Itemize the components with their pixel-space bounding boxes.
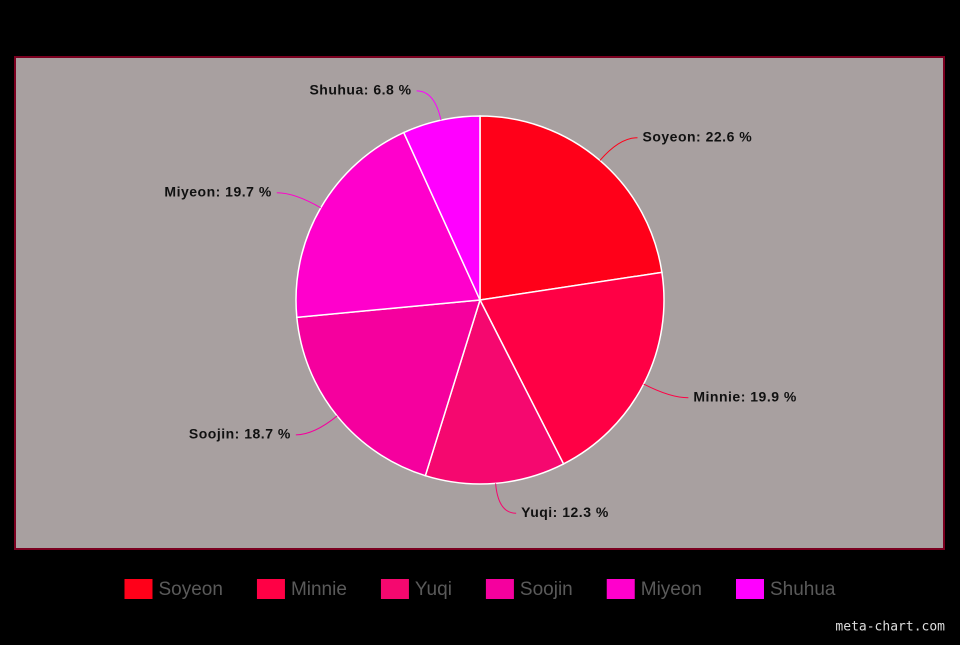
- leader-line: [643, 383, 689, 399]
- legend-label: Soojin: [520, 579, 573, 600]
- watermark: meta-chart.com: [835, 620, 945, 635]
- legend-label: Soyeon: [158, 579, 222, 600]
- pie-slice: [402, 115, 481, 301]
- legend-swatch: [606, 579, 635, 599]
- data-label: Soojin: 18.7 %: [189, 426, 291, 442]
- data-labels: Soyeon: 22.6 % Minnie: 19.9 % Yuqi: 12.3 %…: [164, 82, 796, 520]
- data-label: Soyeon: 22.6 %: [642, 128, 752, 144]
- legend: Soyeon Minnie Yuqi Soojin Miyeon Shuhua: [124, 579, 836, 600]
- data-label: Yuqi: 12.3 %: [521, 504, 609, 520]
- leader-line: [599, 137, 638, 161]
- legend-swatch: [124, 579, 153, 599]
- leader-line: [276, 192, 321, 209]
- leader-line: [416, 90, 442, 121]
- leader-line: [495, 483, 517, 514]
- legend-label: Miyeon: [641, 579, 702, 600]
- legend-label: Shuhua: [770, 579, 836, 600]
- pie-slice: [478, 271, 665, 465]
- data-label: Minnie: 19.9 %: [693, 388, 797, 404]
- legend-swatch: [735, 579, 764, 599]
- data-label: Shuhua: 6.8 %: [309, 82, 411, 98]
- legend-swatch: [256, 579, 285, 599]
- legend-label: Minnie: [291, 579, 347, 600]
- pie-slice: [295, 299, 482, 477]
- legend-swatch: [485, 579, 514, 599]
- legend-swatch: [380, 579, 409, 599]
- pie-slice: [424, 298, 565, 485]
- leader-line: [295, 415, 338, 436]
- pie: [295, 115, 665, 485]
- data-label: Miyeon: 19.7 %: [164, 184, 271, 200]
- legend-label: Yuqi: [415, 579, 452, 600]
- pie-slice: [295, 131, 482, 319]
